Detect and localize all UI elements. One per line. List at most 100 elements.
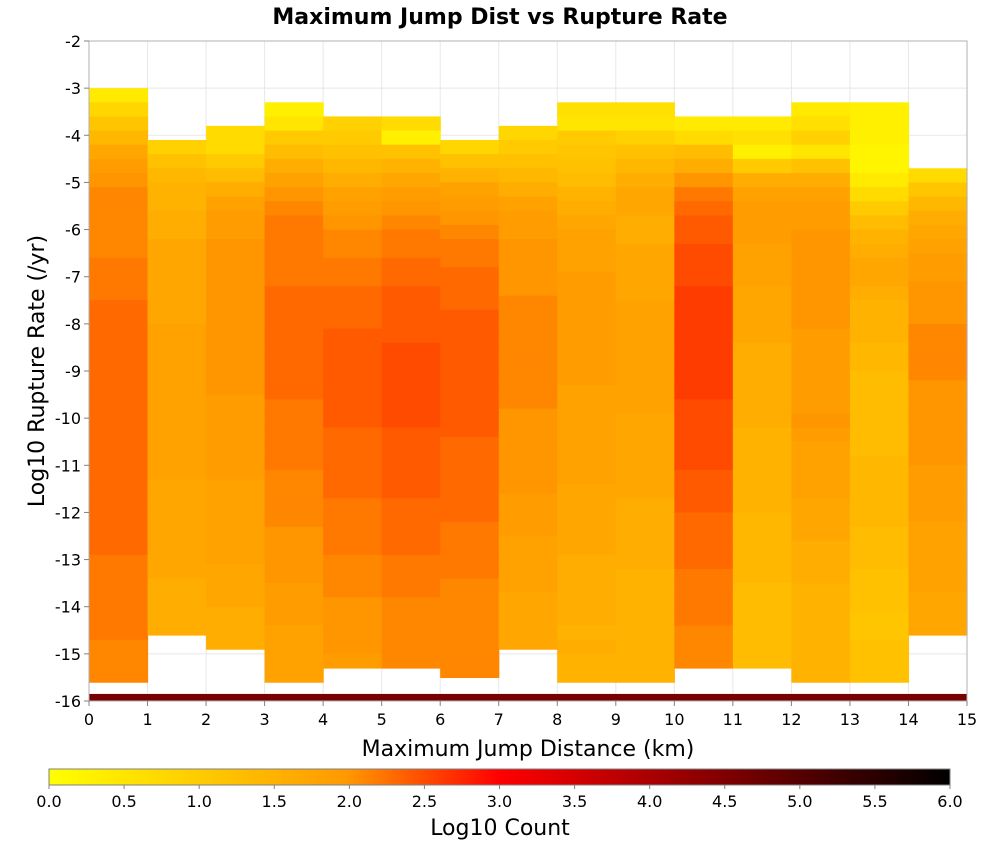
heatmap-cell [206,182,266,198]
heatmap-cell [674,653,734,669]
heatmap-cell [89,328,149,344]
heatmap-cell [147,323,207,339]
heatmap-cell [381,187,441,202]
heatmap-cell [381,470,441,485]
heatmap-cell [89,215,149,231]
heatmap-cell [147,479,207,495]
x-tick-label: 9 [611,710,621,729]
heatmap-cell [381,257,441,273]
x-tick-label: 8 [552,710,562,729]
heatmap-cell [849,512,910,528]
heatmap-cell [557,455,617,471]
heatmap-cell [147,493,207,509]
heatmap-cell [908,507,968,523]
heatmap-cell [557,286,617,301]
heatmap-cell [849,257,910,273]
heatmap-cell [381,385,441,400]
heatmap-cell [381,540,441,556]
y-tick-label: -7 [65,268,81,287]
y-axis-label: Log10 Rupture Rate (/yr) [25,235,50,507]
heatmap-cell [849,158,910,174]
heatmap-cell [849,399,910,415]
heatmap-cell [264,243,324,259]
heatmap-cell [615,413,675,429]
heatmap-cell [206,521,266,537]
heatmap-cell [89,540,149,556]
heatmap-cell [206,154,266,169]
heatmap-cell [732,286,792,301]
heatmap-cell [849,201,910,217]
heatmap-cell [381,116,441,132]
heatmap-cell [89,639,149,655]
heatmap-cell [206,479,266,495]
y-tick-label: -13 [55,551,81,570]
heatmap-cell [89,371,149,386]
heatmap-cell [615,441,675,457]
heatmap-cell [206,465,266,481]
heatmap-cell [381,427,441,443]
heatmap-cell [264,653,324,669]
heatmap-cell [674,243,734,259]
heatmap-cell [557,229,617,245]
heatmap-cell [147,507,207,523]
heatmap-cell [89,272,149,287]
heatmap-cell [206,168,266,184]
heatmap-cell [849,611,910,627]
heatmap-cell [147,210,207,226]
heatmap-cell [791,597,851,613]
heatmap-cell [791,569,851,584]
heatmap-cell [147,295,207,311]
heatmap-cell [908,437,968,452]
heatmap-cell [732,512,792,528]
heatmap-cell [89,498,149,514]
heatmap-cell [147,408,207,424]
colorbar-tick-label: 3.5 [562,792,587,811]
heatmap-cell [791,611,851,627]
heatmap-cell [381,356,441,372]
heatmap-cell [381,173,441,188]
heatmap-cell [206,592,266,608]
colorbar-ticks: 0.0 0.5 1.0 1.5 2.0 2.5 3.0 3.5 4.0 4.5 5.0 5.5 6.0 [36,785,963,811]
heatmap-cell [791,243,851,259]
heatmap-cell [89,300,149,316]
heatmap-cell [674,569,734,584]
heatmap-cell [381,158,441,174]
heatmap-cell [206,536,266,551]
heatmap-cell [323,371,383,386]
heatmap-cell [206,210,266,226]
heatmap-cell [89,399,149,415]
heatmap-cell [323,356,383,372]
heatmap-cell [323,554,383,570]
heatmap-cell [849,144,910,160]
chart-title: Maximum Jump Dist vs Rupture Rate [272,5,727,30]
heatmap-cell [89,102,149,118]
heatmap-cell [381,554,441,570]
heatmap-cell [615,371,675,386]
colorbar-label: Log10 Count [430,816,570,841]
heatmap-cell [791,201,851,217]
heatmap-cell [732,625,792,641]
heatmap-cell [557,201,617,217]
heatmap-cell [89,441,149,457]
heatmap-cell [498,550,558,565]
heatmap-cell [791,229,851,245]
heatmap-cell [557,653,617,669]
heatmap-cell [849,243,910,259]
heatmap-cell [264,427,324,443]
heatmap-cell [323,413,383,429]
heatmap-cell [791,144,851,160]
heatmap-cell [264,569,324,584]
heatmap-cells [89,88,968,701]
heatmap-cell [791,512,851,528]
heatmap-cell [323,540,383,556]
heatmap-cell [557,116,617,132]
heatmap-cell [557,639,617,655]
heatmap-cell [791,300,851,316]
heatmap-cell [908,196,968,212]
heatmap-cell [908,536,968,551]
heatmap-cell [849,187,910,202]
heatmap-cell [732,597,792,613]
heatmap-cell [206,493,266,509]
heatmap-cell [147,536,207,551]
heatmap-cell [147,309,207,325]
